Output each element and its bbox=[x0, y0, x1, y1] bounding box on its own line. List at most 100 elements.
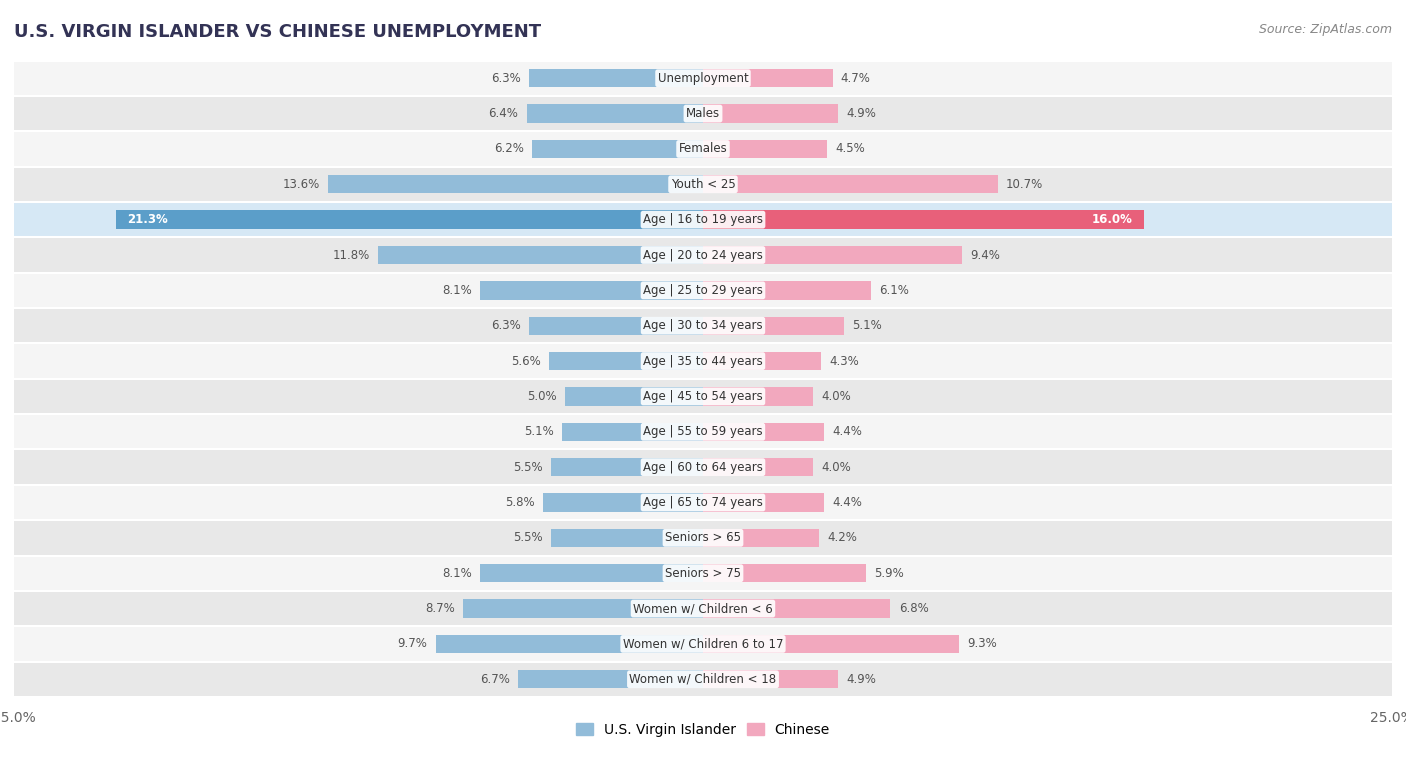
Text: 5.5%: 5.5% bbox=[513, 461, 543, 474]
Bar bbox=[14, 344, 1392, 378]
Bar bbox=[14, 662, 1392, 697]
Text: 5.5%: 5.5% bbox=[513, 531, 543, 544]
Text: 6.8%: 6.8% bbox=[898, 602, 928, 615]
Text: 5.0%: 5.0% bbox=[527, 390, 557, 403]
Text: 4.5%: 4.5% bbox=[835, 142, 865, 155]
Bar bbox=[565, 388, 703, 406]
Text: 5.1%: 5.1% bbox=[852, 319, 882, 332]
Bar bbox=[14, 591, 1392, 626]
Text: Females: Females bbox=[679, 142, 727, 155]
Text: Age | 60 to 64 years: Age | 60 to 64 years bbox=[643, 461, 763, 474]
Bar bbox=[703, 528, 818, 547]
Bar bbox=[117, 210, 703, 229]
Bar bbox=[14, 131, 1392, 167]
Bar bbox=[703, 210, 1144, 229]
Text: Age | 35 to 44 years: Age | 35 to 44 years bbox=[643, 354, 763, 368]
Bar bbox=[703, 316, 844, 335]
Text: 8.1%: 8.1% bbox=[441, 284, 471, 297]
Bar bbox=[703, 422, 824, 441]
Bar bbox=[14, 450, 1392, 484]
Text: Seniors > 75: Seniors > 75 bbox=[665, 567, 741, 580]
Text: 5.6%: 5.6% bbox=[510, 354, 540, 368]
Text: Age | 16 to 19 years: Age | 16 to 19 years bbox=[643, 213, 763, 226]
Bar bbox=[530, 316, 703, 335]
Bar bbox=[531, 140, 703, 158]
Bar bbox=[703, 458, 813, 476]
Bar bbox=[14, 378, 1392, 414]
Text: 5.1%: 5.1% bbox=[524, 425, 554, 438]
Legend: U.S. Virgin Islander, Chinese: U.S. Virgin Islander, Chinese bbox=[571, 717, 835, 742]
Text: Seniors > 65: Seniors > 65 bbox=[665, 531, 741, 544]
Bar bbox=[519, 670, 703, 688]
Text: 13.6%: 13.6% bbox=[283, 178, 321, 191]
Bar bbox=[703, 494, 824, 512]
Text: Age | 65 to 74 years: Age | 65 to 74 years bbox=[643, 496, 763, 509]
Text: 4.9%: 4.9% bbox=[846, 107, 876, 120]
Text: 8.7%: 8.7% bbox=[425, 602, 456, 615]
Text: Age | 25 to 29 years: Age | 25 to 29 years bbox=[643, 284, 763, 297]
Text: 8.1%: 8.1% bbox=[441, 567, 471, 580]
Text: Women w/ Children < 18: Women w/ Children < 18 bbox=[630, 673, 776, 686]
Text: 6.2%: 6.2% bbox=[494, 142, 524, 155]
Bar bbox=[548, 352, 703, 370]
Bar bbox=[14, 556, 1392, 591]
Bar bbox=[14, 626, 1392, 662]
Text: 21.3%: 21.3% bbox=[127, 213, 167, 226]
Bar bbox=[328, 175, 703, 194]
Text: Males: Males bbox=[686, 107, 720, 120]
Text: 9.3%: 9.3% bbox=[967, 637, 997, 650]
Bar bbox=[562, 422, 703, 441]
Bar bbox=[703, 140, 827, 158]
Text: Source: ZipAtlas.com: Source: ZipAtlas.com bbox=[1258, 23, 1392, 36]
Bar bbox=[14, 238, 1392, 273]
Text: 4.4%: 4.4% bbox=[832, 496, 862, 509]
Text: 10.7%: 10.7% bbox=[1007, 178, 1043, 191]
Text: 6.3%: 6.3% bbox=[491, 72, 522, 85]
Bar bbox=[703, 634, 959, 653]
Text: 4.4%: 4.4% bbox=[832, 425, 862, 438]
Text: Age | 30 to 34 years: Age | 30 to 34 years bbox=[643, 319, 763, 332]
Text: U.S. VIRGIN ISLANDER VS CHINESE UNEMPLOYMENT: U.S. VIRGIN ISLANDER VS CHINESE UNEMPLOY… bbox=[14, 23, 541, 41]
Text: Age | 20 to 24 years: Age | 20 to 24 years bbox=[643, 248, 763, 261]
Bar bbox=[551, 528, 703, 547]
Text: 6.4%: 6.4% bbox=[488, 107, 519, 120]
Text: Age | 45 to 54 years: Age | 45 to 54 years bbox=[643, 390, 763, 403]
Text: Women w/ Children < 6: Women w/ Children < 6 bbox=[633, 602, 773, 615]
Text: Age | 55 to 59 years: Age | 55 to 59 years bbox=[643, 425, 763, 438]
Text: 4.2%: 4.2% bbox=[827, 531, 856, 544]
Bar bbox=[479, 281, 703, 300]
Bar bbox=[530, 69, 703, 87]
Text: 6.1%: 6.1% bbox=[879, 284, 910, 297]
Bar bbox=[703, 69, 832, 87]
Text: 4.0%: 4.0% bbox=[821, 461, 851, 474]
Bar bbox=[14, 167, 1392, 202]
Bar bbox=[14, 202, 1392, 238]
Text: 6.3%: 6.3% bbox=[491, 319, 522, 332]
Bar bbox=[527, 104, 703, 123]
Bar bbox=[14, 308, 1392, 344]
Text: Unemployment: Unemployment bbox=[658, 72, 748, 85]
Text: 4.0%: 4.0% bbox=[821, 390, 851, 403]
Bar bbox=[436, 634, 703, 653]
Text: 4.3%: 4.3% bbox=[830, 354, 859, 368]
Text: 5.8%: 5.8% bbox=[505, 496, 534, 509]
Bar bbox=[463, 600, 703, 618]
Bar bbox=[703, 175, 998, 194]
Bar bbox=[703, 352, 821, 370]
Bar bbox=[703, 600, 890, 618]
Bar bbox=[14, 273, 1392, 308]
Text: 4.7%: 4.7% bbox=[841, 72, 870, 85]
Text: 9.7%: 9.7% bbox=[398, 637, 427, 650]
Bar bbox=[378, 246, 703, 264]
Bar bbox=[703, 104, 838, 123]
Bar bbox=[703, 670, 838, 688]
Text: 6.7%: 6.7% bbox=[481, 673, 510, 686]
Bar bbox=[703, 281, 872, 300]
Bar bbox=[703, 564, 866, 582]
Bar bbox=[543, 494, 703, 512]
Bar bbox=[479, 564, 703, 582]
Bar bbox=[14, 96, 1392, 131]
Text: 5.9%: 5.9% bbox=[875, 567, 904, 580]
Text: 11.8%: 11.8% bbox=[332, 248, 370, 261]
Text: Women w/ Children 6 to 17: Women w/ Children 6 to 17 bbox=[623, 637, 783, 650]
